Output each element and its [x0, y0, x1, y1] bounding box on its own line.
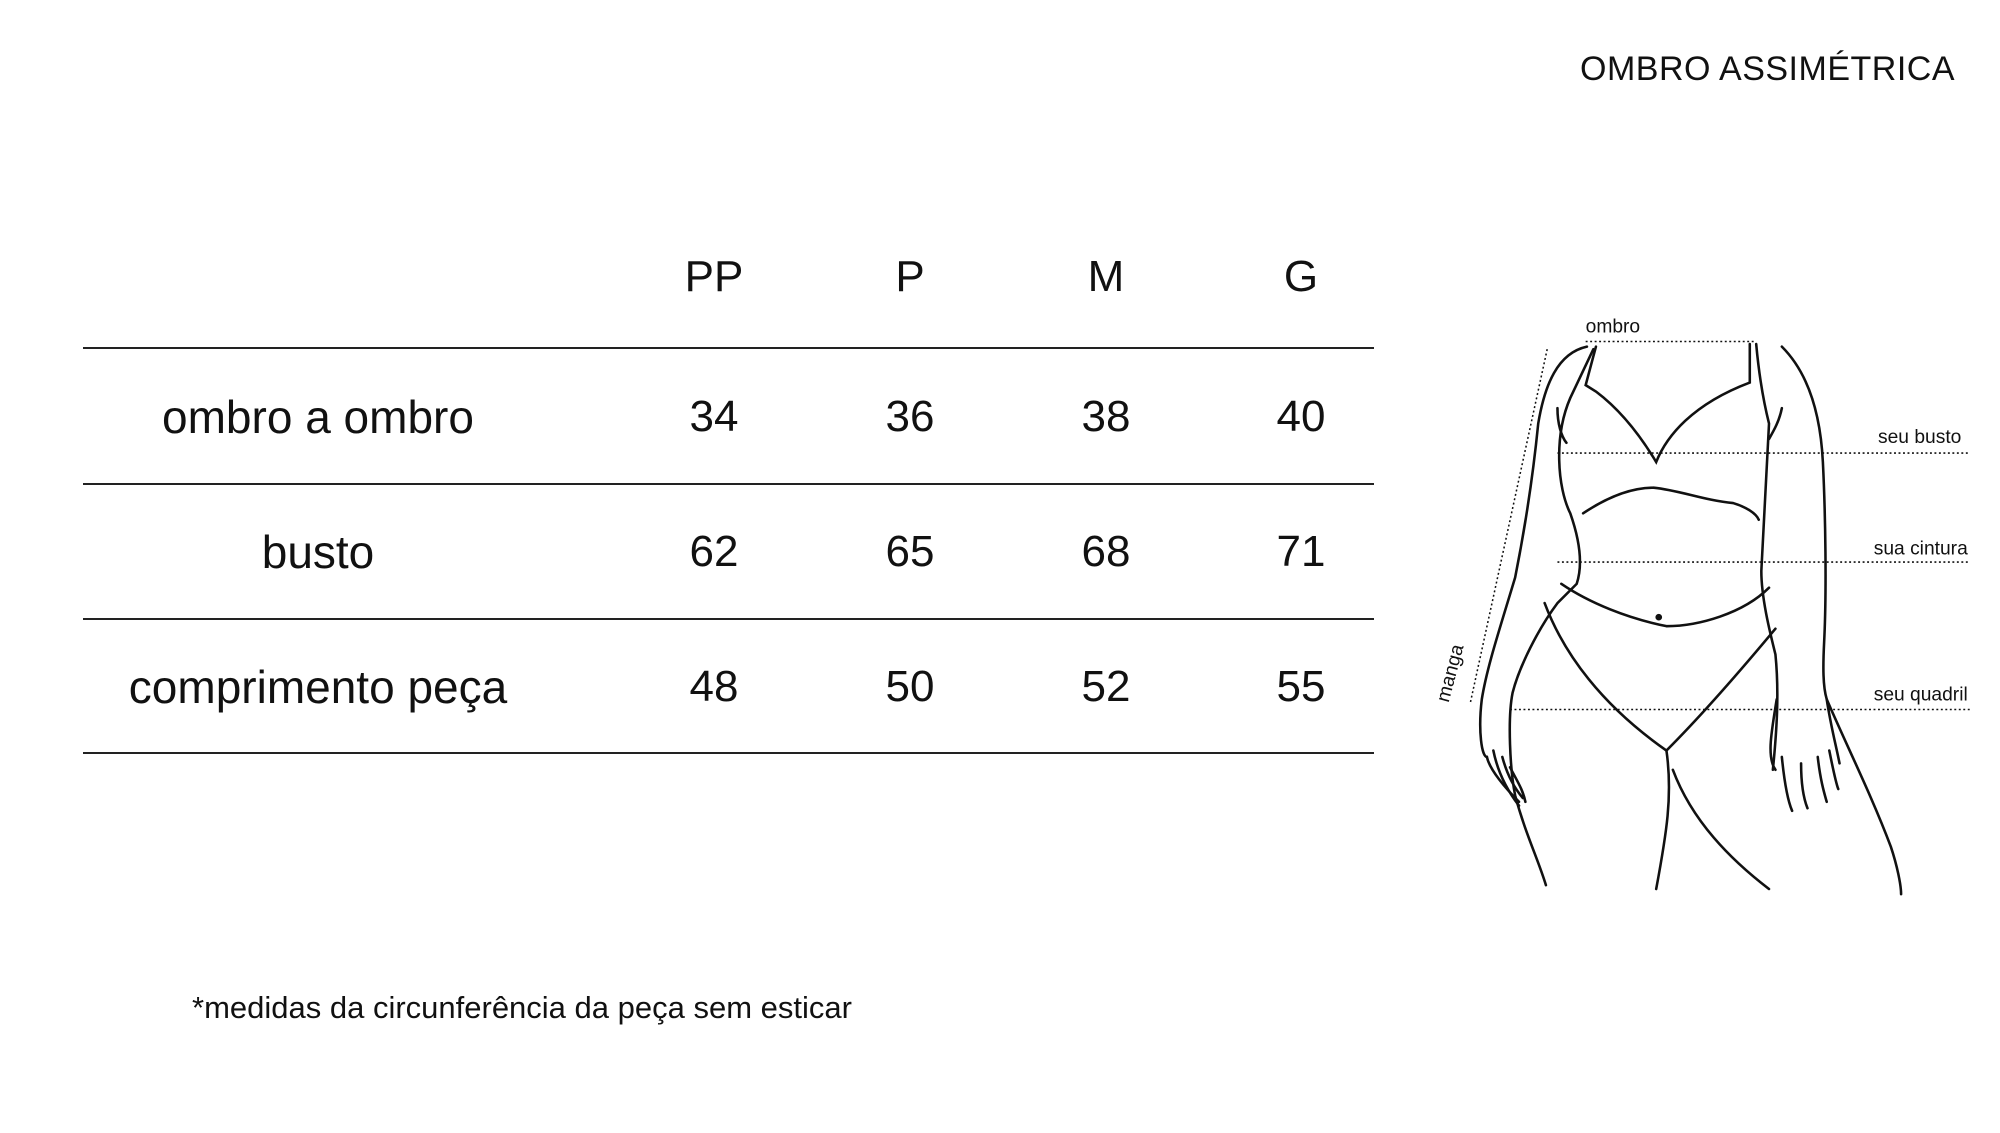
- table-divider: [83, 752, 1374, 754]
- row-label: busto: [261, 526, 375, 578]
- cell: 62: [689, 527, 739, 576]
- sleeve-guide: [1469, 349, 1548, 704]
- label-cintura: sua cintura: [1874, 538, 1968, 559]
- column-header-m: M: [1087, 252, 1125, 301]
- cell: 52: [1081, 662, 1131, 711]
- label-quadril: seu quadril: [1874, 685, 1968, 706]
- cell: 38: [1081, 392, 1131, 441]
- table-divider: [83, 347, 1374, 349]
- body-outline: [1478, 342, 1903, 896]
- cell: 36: [885, 392, 935, 441]
- table-divider: [83, 483, 1374, 485]
- footnote: *medidas da circunferência da peça sem e…: [192, 990, 852, 1025]
- label-busto: seu busto: [1878, 427, 1961, 448]
- cell: 34: [689, 392, 739, 441]
- row-label: ombro a ombro: [162, 391, 474, 443]
- column-header-g: G: [1283, 252, 1319, 301]
- column-header-p: P: [895, 252, 925, 301]
- product-title: OMBRO ASSIMÉTRICA: [1580, 50, 1955, 88]
- cell: 65: [885, 527, 935, 576]
- column-header-pp: PP: [684, 252, 744, 301]
- cell: 55: [1276, 662, 1326, 711]
- label-ombro: ombro: [1586, 317, 1640, 338]
- cell: 50: [885, 662, 935, 711]
- body-measurement-diagram: ombro seu busto sua cintura seu quadril …: [1433, 317, 1971, 896]
- measurement-guides: [1469, 340, 1971, 711]
- cell: 68: [1081, 527, 1131, 576]
- table-divider: [83, 618, 1374, 620]
- cell: 40: [1276, 392, 1326, 441]
- label-manga: manga: [1433, 642, 1469, 704]
- row-label: comprimento peça: [128, 661, 508, 713]
- cell: 71: [1276, 527, 1326, 576]
- cell: 48: [689, 662, 739, 711]
